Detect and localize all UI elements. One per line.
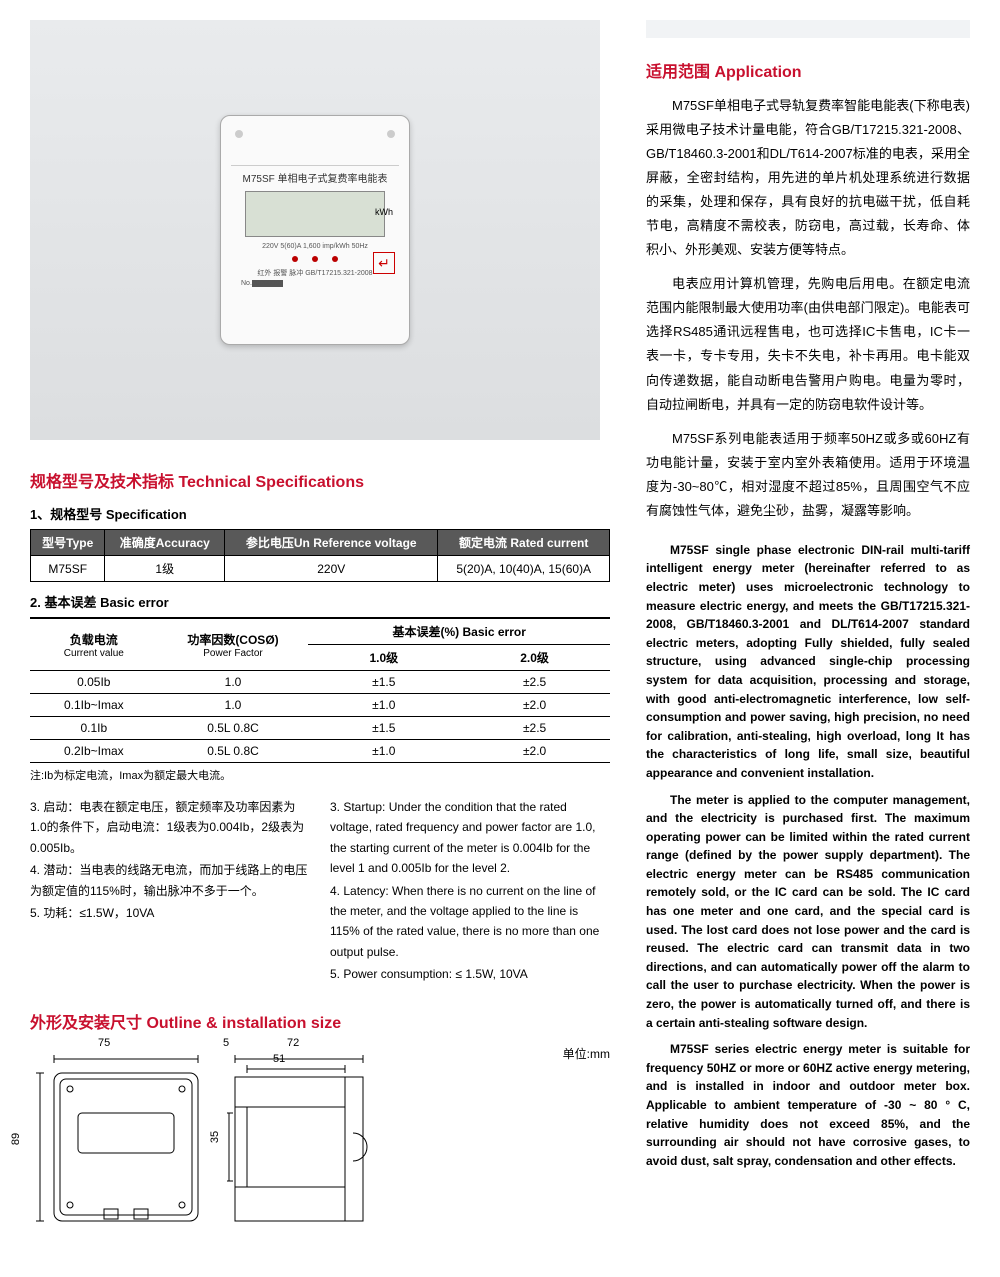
meter-model-label: M75SF 单相电子式复费率电能表 [231, 170, 399, 185]
table-cell: ±2.0 [459, 694, 610, 717]
app-paragraph-en: M75SF series electric energy meter is su… [646, 1040, 970, 1170]
table-cell: 5(20)A, 10(40)A, 15(60)A [438, 556, 610, 582]
table-cell: 0.5L 0.8C [158, 717, 309, 740]
notes-cn: 3. 启动：电表在额定电压，额定频率及功率因素为1.0的条件下，启动电流：1级表… [30, 797, 310, 987]
app-paragraph-cn: M75SF单相电子式导轨复费率智能电能表(下称电表)采用微电子技术计量电能，符合… [646, 94, 970, 262]
table-cell: M75SF [31, 556, 105, 582]
notes-en: 3. Startup: Under the condition that the… [330, 797, 610, 987]
table-cell: ±1.5 [308, 671, 459, 694]
enter-icon: ↵ [373, 252, 395, 274]
table-cell: ±1.0 [308, 694, 459, 717]
decorative-bar [646, 20, 970, 38]
th-current: 额定电流 Rated current [438, 530, 610, 556]
app-paragraph-en: The meter is applied to the computer man… [646, 791, 970, 1033]
meter-row1: 220V 5(60)A 1,600 imp/kWh 50Hz [231, 243, 399, 250]
table-cell: ±2.5 [459, 671, 610, 694]
meter-device: M75SF 单相电子式复费率电能表 kWh 220V 5(60)A 1,600 … [220, 115, 410, 345]
app-paragraph-cn: 电表应用计算机管理，先购电后用电。在额定电流范围内能限制最大使用功率(由供电部门… [646, 272, 970, 416]
table-cell: 0.1Ib [30, 717, 158, 740]
th-voltage: 参比电压Un Reference voltage [225, 530, 438, 556]
table-cell: 0.2Ib~Imax [30, 740, 158, 763]
product-photo: M75SF 单相电子式复费率电能表 kWh 220V 5(60)A 1,600 … [30, 20, 600, 440]
app-paragraph-cn: M75SF系列电能表适用于频率50HZ或多或60HZ有功电能计量，安装于室内室外… [646, 427, 970, 523]
table-cell: 0.1Ib~Imax [30, 694, 158, 717]
table-cell: 1级 [105, 556, 225, 582]
table-cell: ±1.0 [308, 740, 459, 763]
outline-front-drawing: 75 89 [30, 1053, 205, 1228]
outline-side-drawing: 5 72 51 35 [227, 1053, 377, 1228]
spec-sub2: 2. 基本误差 Basic error [30, 592, 610, 611]
lcd-unit: kWh [375, 207, 393, 217]
th-accuracy: 准确度Accuracy [105, 530, 225, 556]
error-note: 注:Ib为标定电流，Imax为额定最大电流。 [30, 767, 610, 783]
th-type: 型号Type [31, 530, 105, 556]
table-cell: 1.0 [158, 671, 309, 694]
section-outline-title: 外形及安装尺寸 Outline & installation size [30, 1009, 610, 1033]
meter-lcd [245, 191, 385, 237]
table-cell: ±2.5 [459, 717, 610, 740]
table-cell: ±2.0 [459, 740, 610, 763]
table-cell: 0.05Ib [30, 671, 158, 694]
table-cell: 0.5L 0.8C [158, 740, 309, 763]
section-spec-title: 规格型号及技术指标 Technical Specifications [30, 468, 610, 492]
unit-label: 单位:mm [563, 1045, 610, 1062]
spec-table: 型号Type 准确度Accuracy 参比电压Un Reference volt… [30, 529, 610, 582]
app-paragraph-en: M75SF single phase electronic DIN-rail m… [646, 541, 970, 783]
spec-sub1: 1、规格型号 Specification [30, 504, 610, 523]
table-cell: 1.0 [158, 694, 309, 717]
table-cell: 220V [225, 556, 438, 582]
table-cell: ±1.5 [308, 717, 459, 740]
error-table: 负载电流 Current value 功率因数(COSØ) Power Fact… [30, 617, 610, 763]
section-app-title: 适用范围 Application [646, 58, 970, 82]
